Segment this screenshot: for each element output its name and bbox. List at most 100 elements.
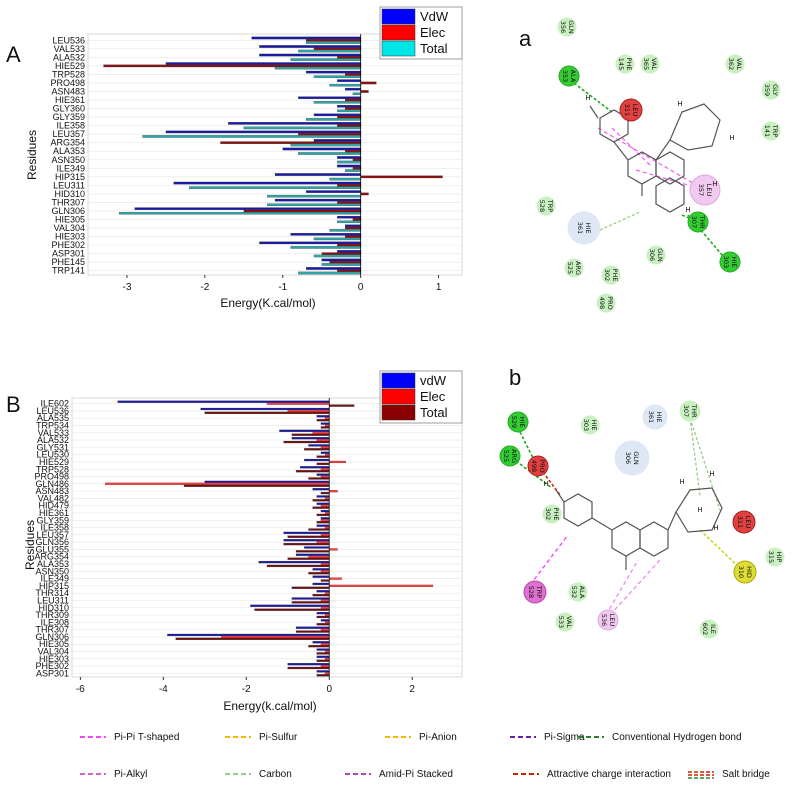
bar-total	[313, 237, 361, 241]
residue-label: TRP141	[763, 124, 779, 137]
bar-total	[320, 579, 330, 582]
bar-vdw	[337, 215, 361, 219]
bar-vdw	[259, 53, 361, 57]
bar-vdw	[316, 611, 330, 615]
key-label: Pi-Sulfur	[259, 732, 298, 743]
bar-total	[175, 637, 330, 640]
y-tick-label: ALA535	[37, 413, 69, 423]
bar-elec	[316, 438, 330, 442]
residue-label: VAL533	[557, 616, 573, 629]
bar-total	[290, 246, 361, 249]
chart-a-bars	[103, 36, 443, 275]
residue-circle	[761, 121, 781, 141]
bar-vdw	[337, 105, 361, 108]
bar-elec	[320, 664, 330, 668]
residue-circle	[689, 174, 721, 206]
y-tick-label: PHE145	[51, 257, 85, 267]
bar-elec	[324, 511, 330, 515]
bar-vdw	[291, 597, 330, 600]
bar-vdw	[316, 655, 330, 658]
residue-label: PRO498	[530, 459, 546, 473]
y-tick-label: LEU536	[52, 35, 85, 45]
bar-elec	[320, 562, 330, 566]
residue-label: PRO498	[598, 296, 614, 310]
chart-b: ILE602LEU536ALA535TRP534VAL533ALA532GLY5…	[23, 370, 463, 713]
bar-elec	[320, 446, 330, 449]
bar-total	[295, 470, 330, 473]
residue-label: PHE145	[617, 58, 633, 71]
atom-label: H	[697, 506, 702, 514]
bar-vdw	[316, 648, 330, 651]
key-item: Pi-Pi T-shaped	[80, 732, 179, 743]
residue-node: TRP528	[536, 196, 556, 216]
bar-elec	[320, 468, 330, 471]
bar-vdw	[117, 400, 330, 403]
residue-circle	[564, 258, 584, 278]
bar-vdw	[258, 560, 330, 564]
bar-elec	[266, 402, 330, 405]
residue-circle	[733, 560, 757, 584]
residue-label: LEU311	[736, 516, 752, 529]
bar-total	[142, 135, 361, 138]
bar-elec	[320, 599, 330, 602]
bar-elec	[329, 490, 338, 493]
bar-vdw	[313, 113, 361, 117]
bar-vdw	[204, 480, 330, 483]
residue-node: PHE302	[601, 265, 621, 285]
y-tick-label: TRP528	[52, 69, 85, 79]
bar-total	[274, 66, 361, 70]
y-tick-label: VAL533	[54, 44, 85, 54]
bar-vdw	[312, 568, 330, 571]
residue-node: THR307	[679, 400, 701, 422]
x-tick-label: -1	[278, 282, 287, 293]
bar-elec	[337, 269, 361, 272]
bar-elec	[221, 635, 330, 639]
bar-vdw	[316, 495, 330, 498]
bar-total	[345, 169, 361, 172]
residue-node: HIE529	[507, 411, 529, 433]
x-tick-label: 0	[326, 684, 332, 695]
atom-label: H	[729, 134, 734, 142]
bar-elec	[329, 460, 346, 464]
atom-label: H	[713, 524, 718, 532]
y-tick-label: GLY359	[53, 112, 85, 122]
key-label: Conventional Hydrogen bond	[612, 732, 742, 743]
interaction-legend: Pi-Pi T-shaped Pi-Sulfur Pi-Anion Pi-Sigma C…	[80, 732, 770, 780]
bar-elec	[324, 650, 330, 653]
bar-total	[119, 211, 361, 215]
bar-total	[298, 152, 361, 155]
residue-node: VAL533	[555, 612, 575, 632]
bar-vdw	[337, 164, 361, 168]
y-tick-label: ARG354	[34, 552, 69, 562]
residue-circle	[580, 415, 600, 435]
residue-node: ALA353	[558, 65, 580, 87]
bar-vdw	[134, 207, 361, 210]
y-tick-label: GLY531	[37, 442, 69, 452]
chart-b-tick-labels: ILE602LEU536ALA535TRP534VAL533ALA532GLY5…	[34, 399, 415, 695]
residue-node: HIE361	[567, 211, 601, 245]
x-tick-label: -4	[159, 684, 168, 695]
bar-elec	[320, 628, 330, 631]
y-tick-label: HIP315	[55, 172, 85, 182]
bar-elec	[337, 184, 361, 187]
atom-label: H	[679, 478, 684, 486]
bar-elec	[324, 526, 330, 529]
y-tick-label: LEU530	[36, 450, 69, 460]
residue-circle	[527, 455, 549, 477]
residue-label: THR307	[690, 214, 706, 229]
bar-total	[308, 528, 330, 531]
panel-label-A: A	[6, 42, 21, 67]
residue-circle	[725, 54, 745, 74]
y-tick-label: GLY360	[53, 104, 85, 114]
bar-elec	[337, 201, 361, 204]
bar-vdw	[316, 524, 330, 527]
bar-vdw	[345, 224, 361, 228]
bar-elec	[103, 64, 361, 68]
residue-node: VAL362	[725, 54, 745, 74]
bar-vdw	[316, 590, 330, 593]
residue-circle	[507, 411, 529, 433]
bar-total	[291, 586, 330, 589]
y-tick-label: ASP301	[36, 668, 69, 678]
key-item: Pi-Sigma	[510, 732, 585, 743]
